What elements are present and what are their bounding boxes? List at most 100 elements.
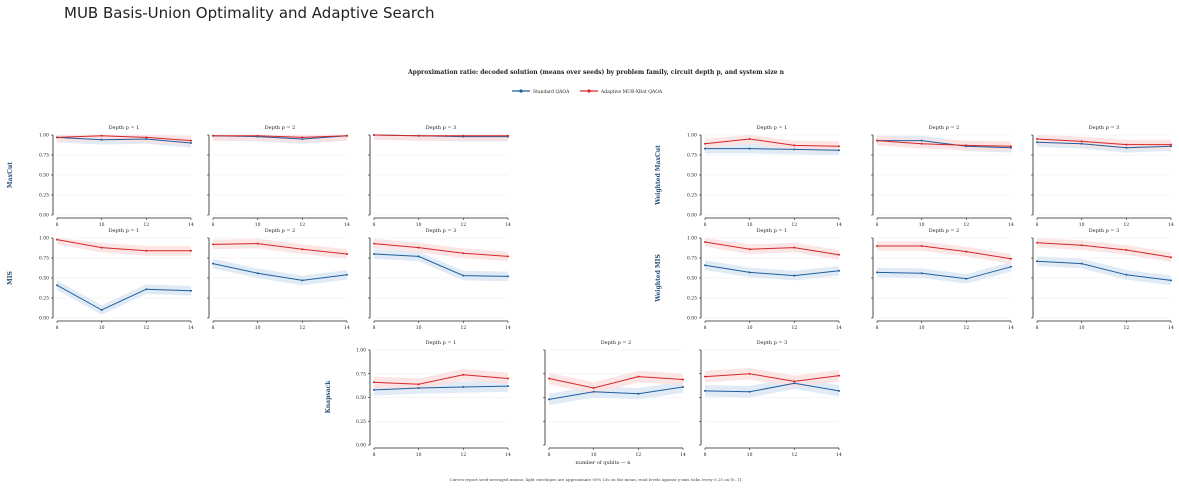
data-point-standard	[920, 272, 923, 275]
panel-knapsack-depth-1: Depth p = 1 8 10 12 14 0.00 0.25 0.50 0.75 1.00	[356, 340, 511, 458]
data-point-adaptive	[793, 144, 796, 147]
data-point-standard	[417, 255, 420, 258]
data-point-standard	[462, 386, 465, 389]
panel-title: Depth p = 3	[426, 228, 457, 234]
y-tick-label: 0.50	[39, 173, 49, 179]
data-point-adaptive	[704, 142, 706, 145]
x-tick-label: 12	[460, 222, 466, 228]
data-point-adaptive	[704, 241, 706, 243]
x-tick-label: 14	[836, 452, 842, 458]
ci-band-standard	[213, 258, 347, 286]
data-point-standard	[548, 398, 550, 401]
y-tick-label: 1.00	[356, 348, 366, 354]
data-point-adaptive	[1170, 143, 1172, 146]
data-point-standard	[100, 138, 103, 141]
x-tick-label: 12	[460, 452, 466, 458]
data-point-standard	[748, 271, 751, 274]
data-point-adaptive	[637, 375, 640, 378]
series-line-standard	[1036, 260, 1172, 281]
x-tick-label: 14	[344, 325, 350, 331]
panel-title: Depth p = 1	[426, 340, 457, 346]
legend: Standard QAOA Adaptive MUB-XRot QAOA	[512, 89, 663, 95]
panel-title: Depth p = 1	[757, 228, 788, 234]
y-tick-label: 0.00	[687, 316, 697, 322]
data-point-adaptive	[920, 245, 923, 247]
panel-maxcut-depth-2: Depth p = 2 8 10 12 14	[207, 125, 350, 228]
y-tick-label: 0.00	[39, 213, 49, 219]
data-point-adaptive	[212, 134, 214, 137]
series-line-adaptive	[373, 243, 509, 257]
data-point-adaptive	[838, 374, 840, 377]
data-point-standard	[1080, 262, 1083, 265]
data-point-standard	[838, 269, 840, 272]
data-point-adaptive	[462, 373, 465, 376]
x-tick-label: 10	[1079, 325, 1085, 331]
data-point-adaptive	[301, 136, 304, 139]
page-title: MUB Basis-Union Optimality and Adaptive …	[64, 4, 435, 22]
panel-weighted-mis-depth-1: Depth p = 1 8 10 12 14 0.00 0.25 0.50 0.75 1.00	[687, 228, 842, 331]
data-point-adaptive	[838, 145, 840, 148]
panel-title: Depth p = 1	[109, 125, 140, 131]
x-tick-label: 14	[1168, 325, 1174, 331]
data-point-standard	[507, 275, 509, 278]
data-point-adaptive	[793, 246, 796, 249]
series-line-standard	[704, 264, 840, 277]
panel-weighted-mis-depth-3: Depth p = 3 8 10 12 14	[1031, 228, 1174, 331]
series-line-adaptive	[548, 376, 684, 389]
x-tick-label: 8	[548, 452, 551, 458]
data-point-standard	[100, 309, 103, 311]
x-tick-label: 12	[299, 222, 305, 228]
ci-band-adaptive	[213, 238, 347, 259]
series-line-standard	[56, 284, 192, 311]
panel-weighted-maxcut-depth-3: Depth p = 3 8 10 12 14	[1031, 125, 1174, 228]
panel-title: Depth p = 2	[929, 228, 960, 234]
legend-adaptive-label: Adaptive MUB-XRot QAOA	[600, 89, 663, 95]
data-point-adaptive	[212, 243, 214, 246]
data-point-adaptive	[301, 248, 304, 251]
x-tick-label: 12	[143, 222, 149, 228]
y-tick-label: 0.75	[687, 153, 697, 159]
data-point-adaptive	[1080, 140, 1083, 143]
data-point-standard	[748, 147, 751, 150]
series-line-adaptive	[373, 374, 509, 385]
x-tick-label: 10	[747, 325, 753, 331]
data-point-adaptive	[748, 138, 751, 140]
data-point-standard	[592, 390, 595, 393]
data-point-standard	[190, 142, 192, 144]
ci-band-standard	[57, 280, 191, 315]
series-line-adaptive	[56, 135, 192, 142]
data-point-adaptive	[190, 249, 192, 252]
x-tick-label: 14	[836, 325, 842, 331]
data-point-adaptive	[1170, 256, 1172, 259]
y-tick-label: 0.25	[39, 296, 49, 302]
x-tick-label: 14	[344, 222, 350, 228]
panel-weighted-mis-depth-2: Depth p = 2 8 10 12 14	[871, 228, 1014, 331]
x-tick-label: 10	[99, 222, 105, 228]
data-point-standard	[346, 273, 348, 276]
data-point-adaptive	[256, 242, 259, 245]
x-tick-label: 10	[919, 222, 925, 228]
data-point-standard	[1125, 273, 1128, 276]
x-tick-label: 8	[56, 222, 59, 228]
data-point-adaptive	[704, 375, 706, 378]
x-tick-label: 14	[505, 222, 511, 228]
series-line-adaptive	[213, 135, 348, 138]
x-tick-label: 14	[1008, 222, 1014, 228]
data-point-adaptive	[373, 242, 375, 245]
ci-band-adaptive	[1037, 238, 1171, 262]
data-point-adaptive	[876, 139, 878, 142]
panel-title: Depth p = 3	[1089, 228, 1120, 234]
x-tick-label: 8	[373, 452, 376, 458]
panel-title: Depth p = 3	[426, 125, 457, 131]
data-point-standard	[56, 284, 58, 287]
data-point-standard	[920, 139, 923, 142]
data-point-standard	[1036, 141, 1038, 144]
y-tick-label: 0.75	[39, 256, 49, 262]
x-tick-label: 14	[505, 452, 511, 458]
ci-band-standard	[1037, 256, 1171, 286]
ci-band-standard	[705, 260, 839, 281]
ci-band-adaptive	[705, 135, 839, 151]
data-point-standard	[1010, 146, 1012, 149]
series-line-adaptive	[704, 138, 840, 147]
x-tick-label: 14	[1168, 222, 1174, 228]
